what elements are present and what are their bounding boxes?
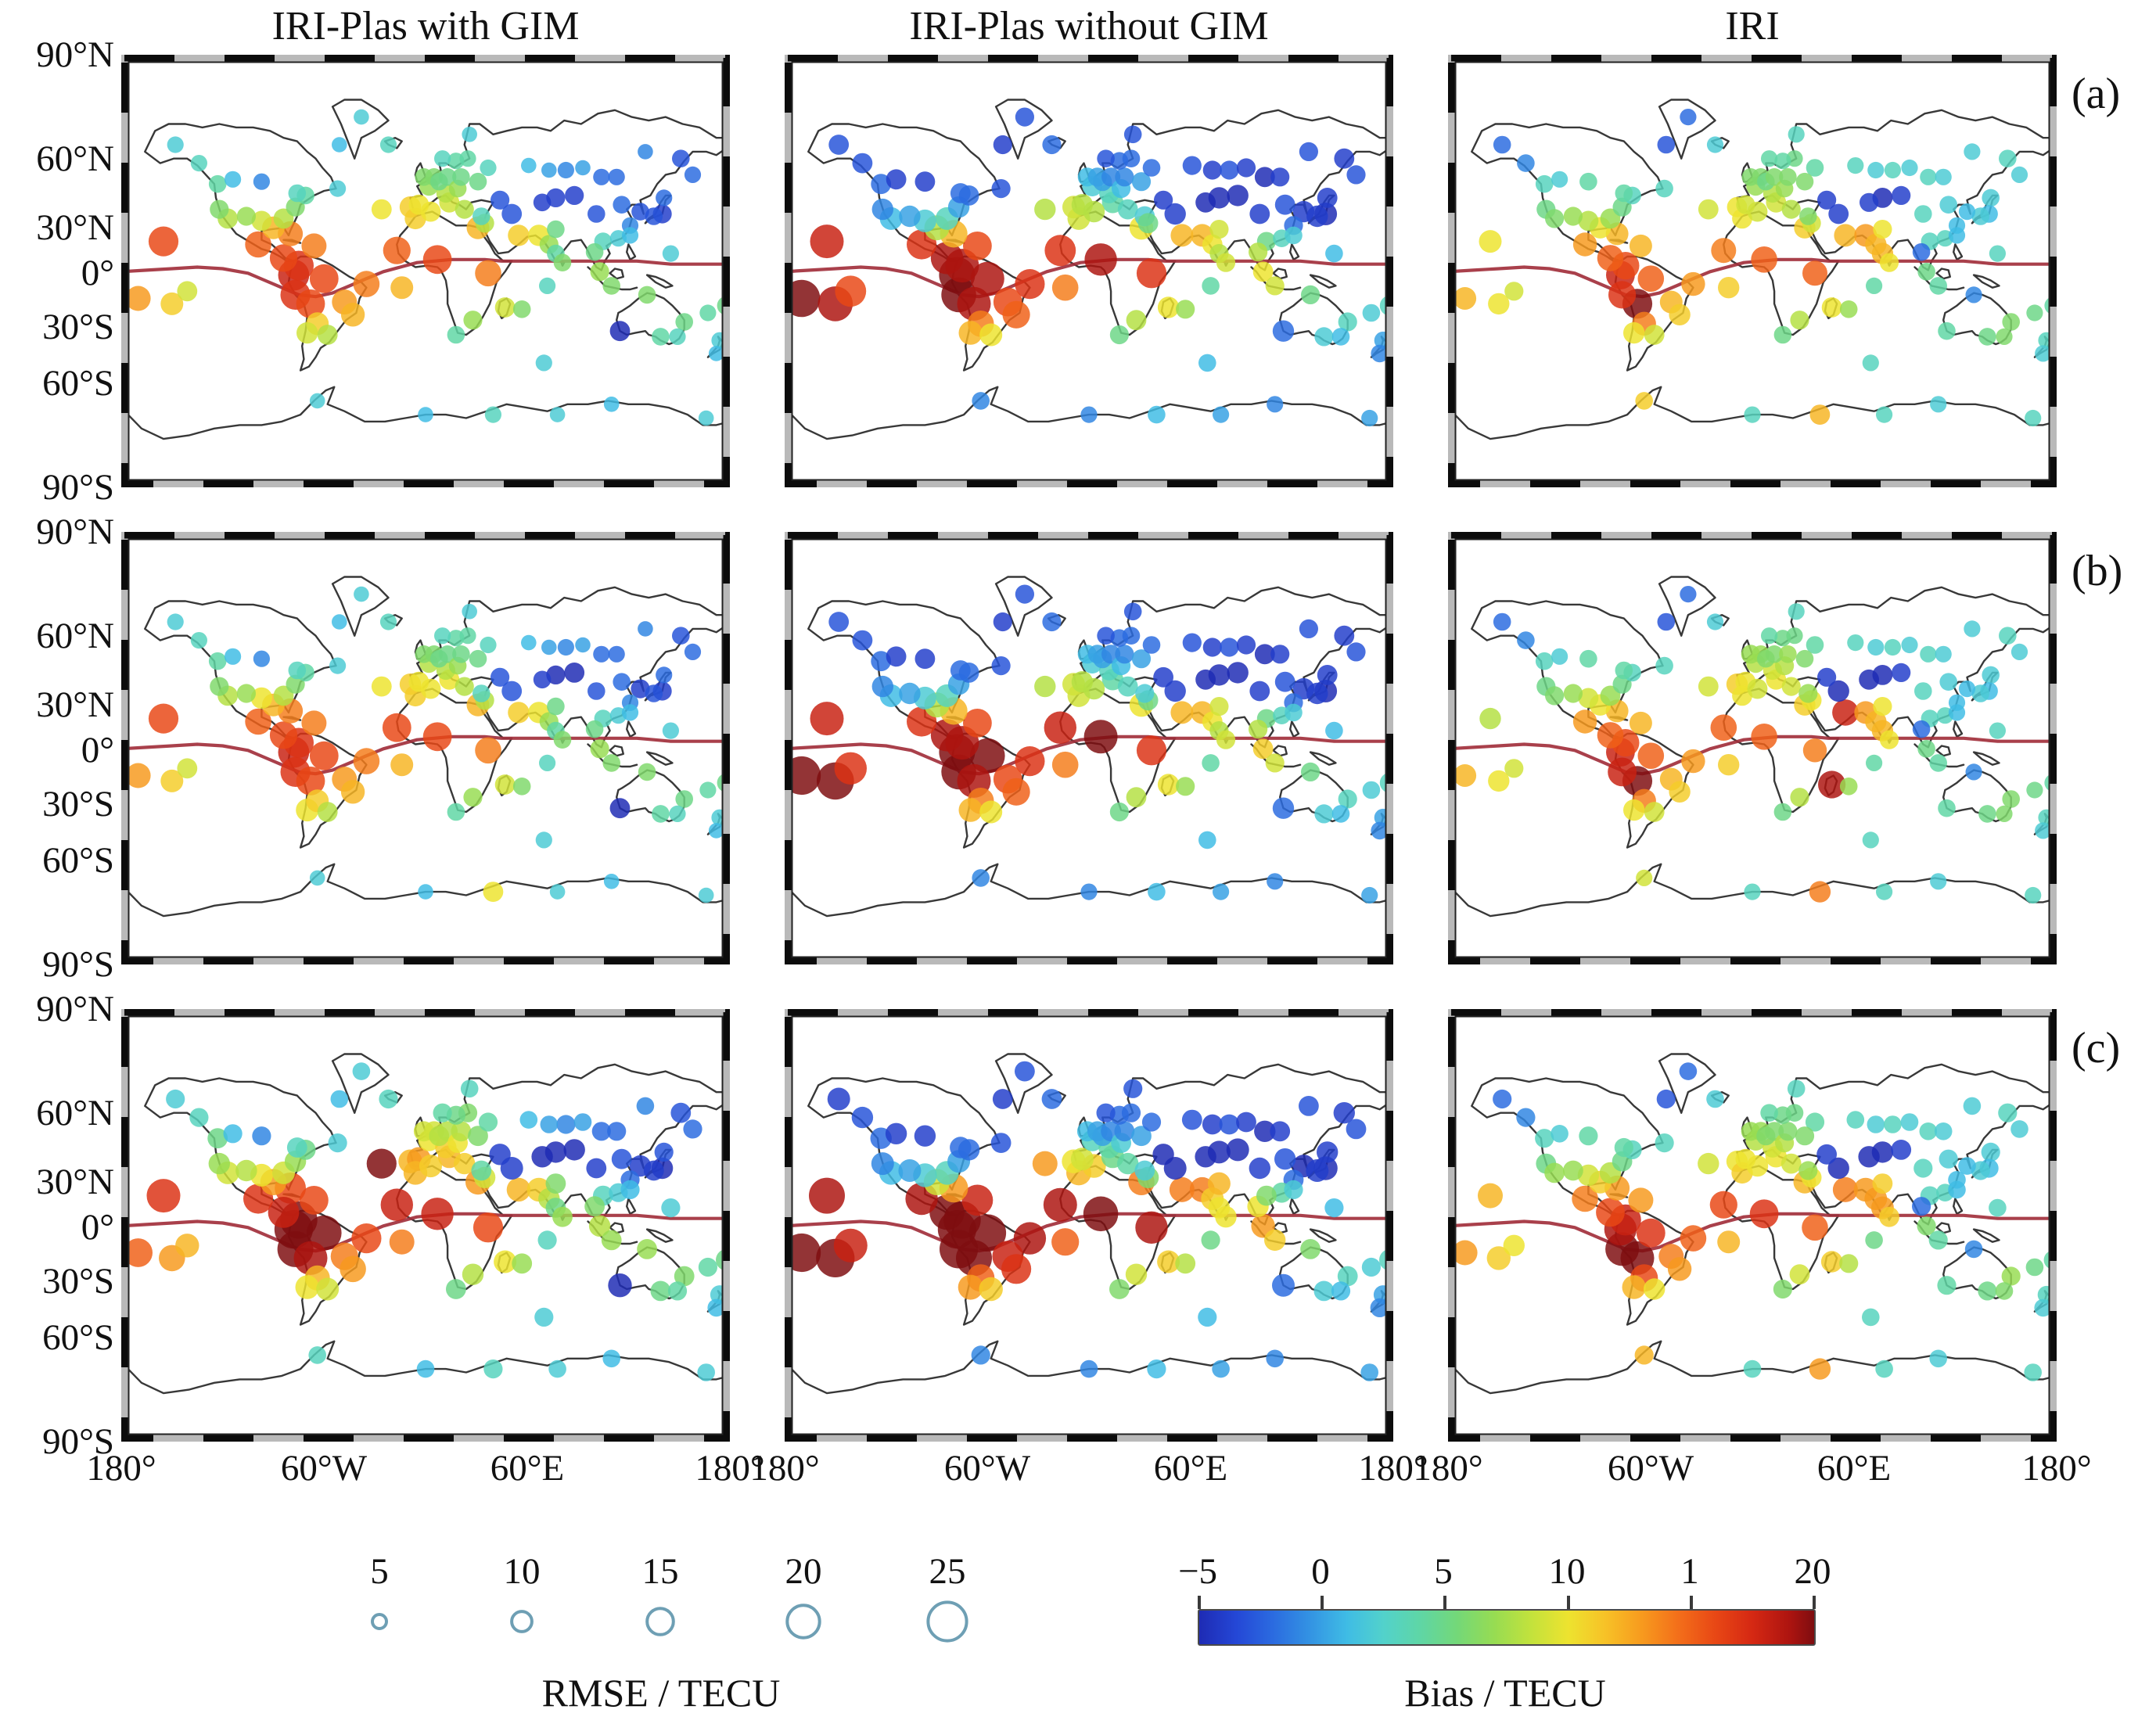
lon-tick-col2-2: 60°E: [1153, 1448, 1228, 1489]
lat-tick-row3-3: 0°: [81, 1207, 114, 1248]
lat-tick-row2-2: 30°N: [36, 684, 114, 725]
lat-tick-row3-4: 30°S: [42, 1261, 114, 1302]
lat-tick-row2-1: 60°N: [36, 616, 114, 656]
rmse-legend-value-5: 5: [370, 1551, 389, 1592]
map-panel-a-2: [785, 55, 1393, 487]
lat-tick-row3-1: 60°N: [36, 1093, 114, 1133]
lat-tick-row2-6: 90°S: [42, 944, 114, 985]
lat-tick-row1-4: 30°S: [42, 307, 114, 347]
column-title-iri-plas-with-gim: IRI-Plas with GIM: [271, 4, 580, 48]
lon-tick-col2-1: 60°W: [943, 1448, 1031, 1489]
map-panel-b-1: [121, 532, 730, 964]
row-label-b: (b): [2072, 547, 2123, 595]
lon-tick-col3-2: 60°E: [1816, 1448, 1892, 1489]
rmse-legend-caption: RMSE / TECU: [541, 1671, 781, 1715]
map-panel-c-2: [785, 1009, 1393, 1442]
colorbar-tick-5: [1813, 1596, 1816, 1609]
colorbar-caption: Bias / TECU: [1404, 1671, 1606, 1715]
lon-tick-col1-0: 180°: [86, 1448, 156, 1489]
lon-tick-col1-3: 180°: [695, 1448, 765, 1489]
row-label-c: (c): [2072, 1024, 2121, 1072]
colorbar-tick-3: [1567, 1596, 1570, 1609]
lat-tick-row1-5: 60°S: [42, 363, 114, 404]
lon-tick-col3-0: 180°: [1413, 1448, 1483, 1489]
lon-tick-col3-1: 60°W: [1607, 1448, 1694, 1489]
lat-tick-row1-3: 0°: [81, 253, 114, 293]
rmse-legend-value-10: 10: [503, 1551, 541, 1592]
lat-tick-row1-2: 30°N: [36, 207, 114, 248]
rmse-legend-value-20: 20: [785, 1551, 822, 1592]
lat-tick-row2-4: 30°S: [42, 784, 114, 824]
colorbar-gradient: [1198, 1609, 1816, 1646]
map-panel-a-1: [121, 55, 730, 487]
colorbar-tick-2: [1443, 1596, 1446, 1609]
map-panel-c-3: [1448, 1009, 2057, 1442]
colorbar-tick-label-1: 0: [1311, 1551, 1330, 1592]
lon-tick-col3-3: 180°: [2021, 1448, 2092, 1489]
lat-tick-row3-0: 90°N: [36, 989, 114, 1029]
column-title-iri-plas-without-gim: IRI-Plas without GIM: [909, 4, 1269, 48]
column-title-iri: IRI: [1725, 4, 1780, 48]
lat-tick-row1-1: 60°N: [36, 138, 114, 179]
colorbar-tick-label-3: 10: [1548, 1551, 1586, 1592]
lat-tick-row1-0: 90°N: [36, 34, 114, 75]
lat-tick-row3-6: 90°S: [42, 1421, 114, 1462]
lat-tick-row2-3: 0°: [81, 730, 114, 770]
rmse-legend-value-15: 15: [641, 1551, 679, 1592]
colorbar-tick-1: [1321, 1596, 1324, 1609]
row-label-a: (a): [2072, 70, 2121, 118]
lon-tick-col1-1: 60°W: [280, 1448, 368, 1489]
colorbar-tick-label-4: 1: [1680, 1551, 1699, 1592]
map-panel-b-3: [1448, 532, 2057, 964]
rmse-legend-value-25: 25: [929, 1551, 966, 1592]
colorbar-tick-4: [1690, 1596, 1693, 1609]
lat-tick-row2-5: 60°S: [42, 840, 114, 881]
lat-tick-row3-2: 30°N: [36, 1162, 114, 1202]
map-panel-a-3: [1448, 55, 2057, 487]
lat-tick-row1-6: 90°S: [42, 467, 114, 508]
lat-tick-row2-0: 90°N: [36, 512, 114, 552]
colorbar-tick-label-0: −5: [1177, 1551, 1217, 1592]
colorbar-tick-0: [1198, 1596, 1201, 1609]
lon-tick-col2-0: 180°: [749, 1448, 820, 1489]
lon-tick-col1-2: 60°E: [490, 1448, 565, 1489]
lat-tick-row3-5: 60°S: [42, 1317, 114, 1358]
map-panel-c-1: [121, 1009, 730, 1442]
colorbar-tick-label-2: 5: [1434, 1551, 1453, 1592]
colorbar-tick-label-5: 20: [1794, 1551, 1831, 1592]
lon-tick-col2-3: 180°: [1358, 1448, 1428, 1489]
map-panel-b-2: [785, 532, 1393, 964]
